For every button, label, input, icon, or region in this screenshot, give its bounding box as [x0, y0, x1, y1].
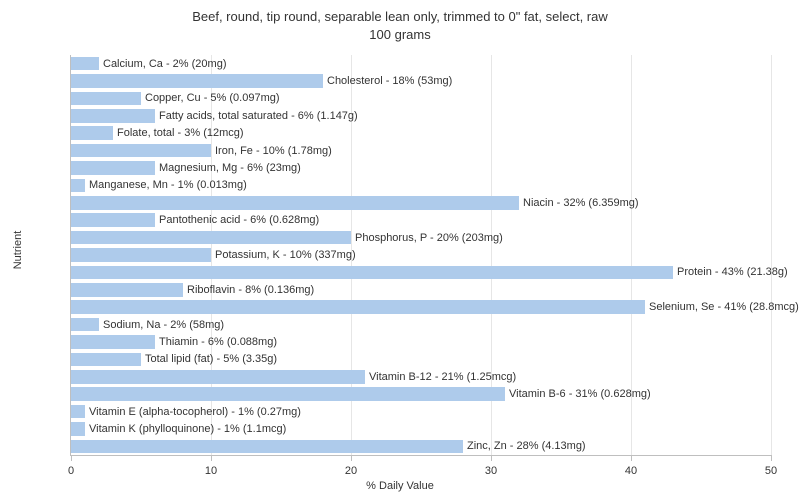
bar-row: Thiamin - 6% (0.088mg) — [71, 335, 771, 349]
bar-row: Manganese, Mn - 1% (0.013mg) — [71, 179, 771, 193]
bar-row: Riboflavin - 8% (0.136mg) — [71, 283, 771, 297]
x-axis-label: % Daily Value — [366, 480, 434, 492]
bar-label: Zinc, Zn - 28% (4.13mg) — [463, 440, 586, 452]
bar — [71, 92, 141, 106]
x-tick-label: 0 — [68, 465, 74, 477]
bar-row: Niacin - 32% (6.359mg) — [71, 196, 771, 210]
x-tick — [71, 455, 72, 461]
bar — [71, 144, 211, 158]
bar — [71, 109, 155, 123]
bar — [71, 231, 351, 245]
bar — [71, 126, 113, 140]
bar — [71, 440, 463, 454]
bar-label: Magnesium, Mg - 6% (23mg) — [155, 162, 301, 174]
bar — [71, 370, 365, 384]
bar-row: Zinc, Zn - 28% (4.13mg) — [71, 440, 771, 454]
bar-row: Vitamin K (phylloquinone) - 1% (1.1mcg) — [71, 422, 771, 436]
bar-label: Copper, Cu - 5% (0.097mg) — [141, 92, 280, 104]
x-tick — [351, 455, 352, 461]
bar — [71, 161, 155, 175]
plot-area: Calcium, Ca - 2% (20mg) Cholesterol - 18%… — [70, 55, 771, 456]
bar-row: Phosphorus, P - 20% (203mg) — [71, 231, 771, 245]
bar-label: Phosphorus, P - 20% (203mg) — [351, 232, 503, 244]
bar — [71, 318, 99, 332]
bar-row: Vitamin B-6 - 31% (0.628mg) — [71, 387, 771, 401]
bar-label: Riboflavin - 8% (0.136mg) — [183, 284, 314, 296]
bar-label: Potassium, K - 10% (337mg) — [211, 249, 356, 261]
bar — [71, 422, 85, 436]
bar-label: Manganese, Mn - 1% (0.013mg) — [85, 179, 247, 191]
bar-row: Calcium, Ca - 2% (20mg) — [71, 57, 771, 71]
bar — [71, 266, 673, 280]
gridline — [771, 55, 772, 455]
bar-row: Selenium, Se - 41% (28.8mcg) — [71, 300, 771, 314]
bar — [71, 179, 85, 193]
bar — [71, 353, 141, 367]
bar-row: Vitamin B-12 - 21% (1.25mcg) — [71, 370, 771, 384]
x-tick-label: 20 — [345, 465, 357, 477]
bar-label: Protein - 43% (21.38g) — [673, 266, 788, 278]
bar — [71, 57, 99, 71]
bar-row: Sodium, Na - 2% (58mg) — [71, 318, 771, 332]
x-tick — [491, 455, 492, 461]
x-tick — [771, 455, 772, 461]
bar-row: Folate, total - 3% (12mcg) — [71, 126, 771, 140]
bar-label: Total lipid (fat) - 5% (3.35g) — [141, 353, 277, 365]
bar-label: Fatty acids, total saturated - 6% (1.147… — [155, 110, 358, 122]
bar — [71, 405, 85, 419]
bar-row: Iron, Fe - 10% (1.78mg) — [71, 144, 771, 158]
bar — [71, 74, 323, 88]
x-tick-label: 50 — [765, 465, 777, 477]
bar-row: Copper, Cu - 5% (0.097mg) — [71, 92, 771, 106]
bar-label: Iron, Fe - 10% (1.78mg) — [211, 145, 332, 157]
bar — [71, 283, 183, 297]
bar-row: Pantothenic acid - 6% (0.628mg) — [71, 213, 771, 227]
bar-label: Folate, total - 3% (12mcg) — [113, 127, 244, 139]
bar-label: Sodium, Na - 2% (58mg) — [99, 319, 224, 331]
title-line-2: 100 grams — [369, 27, 430, 42]
bar-row: Magnesium, Mg - 6% (23mg) — [71, 161, 771, 175]
bar-label: Niacin - 32% (6.359mg) — [519, 197, 639, 209]
bar — [71, 335, 155, 349]
bar-label: Calcium, Ca - 2% (20mg) — [99, 58, 226, 70]
x-tick-label: 30 — [485, 465, 497, 477]
y-axis-label: Nutrient — [12, 231, 24, 270]
bar-row: Total lipid (fat) - 5% (3.35g) — [71, 353, 771, 367]
bar-row: Protein - 43% (21.38g) — [71, 266, 771, 280]
bar-row: Fatty acids, total saturated - 6% (1.147… — [71, 109, 771, 123]
bar-row: Vitamin E (alpha-tocopherol) - 1% (0.27m… — [71, 405, 771, 419]
nutrition-chart: Beef, round, tip round, separable lean o… — [0, 0, 800, 500]
bar — [71, 300, 645, 314]
title-line-1: Beef, round, tip round, separable lean o… — [192, 9, 608, 24]
bar-label: Vitamin K (phylloquinone) - 1% (1.1mcg) — [85, 423, 286, 435]
bars-group: Calcium, Ca - 2% (20mg) Cholesterol - 18%… — [71, 55, 771, 455]
bar — [71, 387, 505, 401]
bar-label: Vitamin E (alpha-tocopherol) - 1% (0.27m… — [85, 406, 301, 418]
bar — [71, 196, 519, 210]
x-tick-label: 10 — [205, 465, 217, 477]
bar — [71, 248, 211, 262]
bar-label: Vitamin B-12 - 21% (1.25mcg) — [365, 371, 516, 383]
bar-label: Thiamin - 6% (0.088mg) — [155, 336, 277, 348]
x-tick — [211, 455, 212, 461]
x-tick — [631, 455, 632, 461]
bar-label: Cholesterol - 18% (53mg) — [323, 75, 452, 87]
chart-title: Beef, round, tip round, separable lean o… — [0, 0, 800, 43]
bar-row: Cholesterol - 18% (53mg) — [71, 74, 771, 88]
x-tick-label: 40 — [625, 465, 637, 477]
bar-label: Selenium, Se - 41% (28.8mcg) — [645, 301, 799, 313]
bar-label: Vitamin B-6 - 31% (0.628mg) — [505, 388, 651, 400]
bar-label: Pantothenic acid - 6% (0.628mg) — [155, 214, 319, 226]
bar-row: Potassium, K - 10% (337mg) — [71, 248, 771, 262]
bar — [71, 213, 155, 227]
